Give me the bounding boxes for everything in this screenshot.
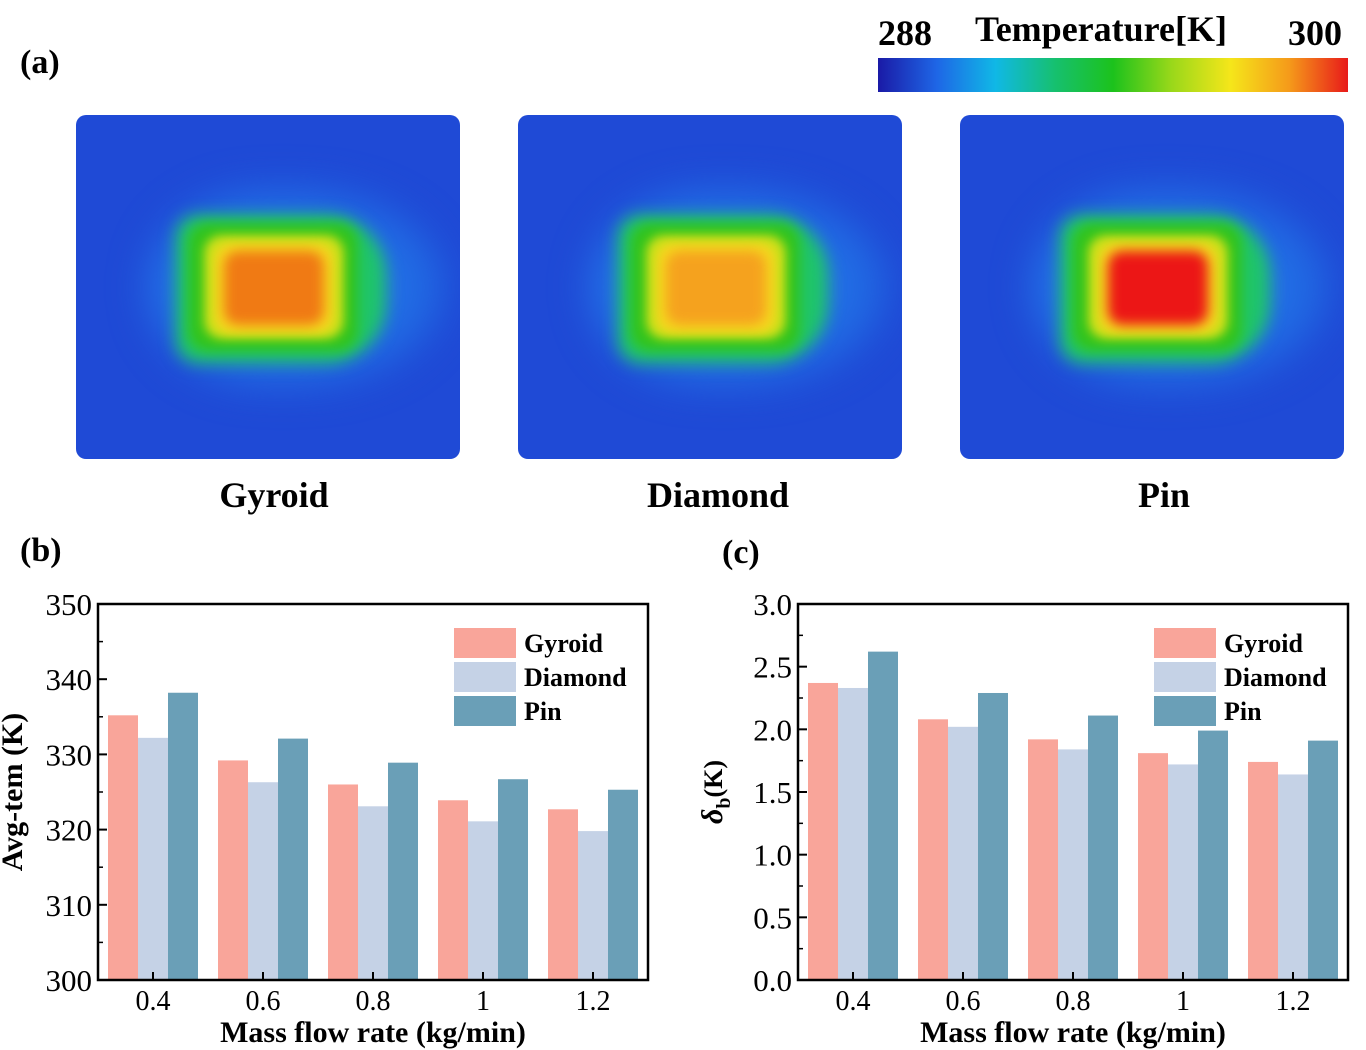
b-bar-gyroid-2: [328, 784, 358, 980]
c-ytick-label-5: 2.5: [753, 650, 792, 685]
c-legend-label-gyroid: Gyroid: [1224, 629, 1304, 658]
caption-gyroid: Gyroid: [219, 475, 329, 515]
chart-avg-temperature: 300 310 320 330 340 350 0.4 0.6 0.8 1 1.2 Mass flow…: [0, 587, 650, 1049]
b-bar-gyroid-3: [438, 800, 468, 980]
c-legend-swatch-gyroid: [1154, 628, 1216, 658]
b-ylabel: Avg-tem (K): [0, 713, 29, 872]
b-ytick-label-0: 300: [46, 963, 93, 998]
c-bar-gyroid-4: [1248, 761, 1278, 980]
c-bar-diamond-1: [948, 726, 978, 980]
b-xtick-label-1: 0.6: [246, 986, 281, 1017]
b-bar-diamond-2: [358, 806, 388, 980]
c-bar-gyroid-3: [1138, 753, 1168, 980]
b-bar-gyroid-0: [108, 715, 138, 980]
b-legend-label-pin: Pin: [524, 697, 562, 726]
c-ytick-label-1: 0.5: [753, 900, 792, 935]
b-xtick-label-0: 0.4: [136, 986, 171, 1017]
c-xlabel: Mass flow rate (kg/min): [920, 1016, 1226, 1049]
b-ytick-label-1: 310: [46, 888, 93, 923]
colorbar-title: Temperature[K]: [975, 9, 1227, 49]
caption-pin: Pin: [1137, 475, 1190, 515]
b-xlabel: Mass flow rate (kg/min): [220, 1016, 526, 1049]
heatmap-layer-5: [224, 251, 324, 325]
caption-diamond: Diamond: [646, 475, 790, 515]
c-legend-label-diamond: Diamond: [1224, 663, 1327, 692]
b-bar-diamond-4: [578, 831, 608, 980]
b-xtick-label-2: 0.8: [356, 986, 391, 1017]
c-ytick-label-3: 1.5: [753, 775, 792, 810]
colorbar-max-label: 300: [1288, 13, 1342, 53]
c-ylabel-main: δ: [700, 809, 729, 824]
panel-a-label: (a): [20, 44, 60, 81]
c-bar-diamond-2: [1058, 749, 1088, 980]
c-bar-pin-0: [868, 651, 898, 980]
b-ytick-label-4: 340: [46, 662, 93, 697]
c-ytick-label-6: 3.0: [753, 587, 792, 622]
b-ytick-label-5: 350: [46, 587, 93, 622]
heatmap-pin: [960, 115, 1344, 459]
b-bar-gyroid-4: [548, 809, 578, 980]
c-xtick-label-4: 1.2: [1276, 986, 1311, 1017]
c-bar-diamond-4: [1278, 774, 1308, 980]
heatmap-gyroid: [76, 115, 460, 459]
b-legend-swatch-gyroid: [454, 628, 516, 658]
b-bar-pin-4: [608, 789, 638, 980]
b-legend-label-diamond: Diamond: [524, 663, 627, 692]
c-bar-gyroid-0: [808, 682, 838, 980]
c-ylabel-unit: (K): [700, 760, 728, 798]
panel-c-label: (c): [722, 534, 760, 571]
b-legend-label-gyroid: Gyroid: [524, 629, 604, 658]
c-xtick-label-2: 0.8: [1056, 986, 1091, 1017]
c-ytick-label-2: 1.0: [753, 838, 792, 873]
c-xtick-label-1: 0.6: [946, 986, 981, 1017]
heatmap-layer-5: [1108, 251, 1208, 325]
c-bar-pin-1: [978, 692, 1008, 980]
b-ytick-label-3: 330: [46, 737, 93, 772]
c-xtick-label-0: 0.4: [836, 986, 871, 1017]
c-xtick-label-3: 1: [1176, 986, 1190, 1017]
c-bar-gyroid-1: [918, 719, 948, 980]
b-bar-diamond-3: [468, 821, 498, 980]
b-bar-pin-3: [498, 779, 528, 980]
b-xtick-label-3: 1: [476, 986, 490, 1017]
b-bar-gyroid-1: [218, 760, 248, 980]
c-bar-pin-2: [1088, 715, 1118, 980]
b-bar-diamond-1: [248, 782, 278, 980]
b-ytick-label-2: 320: [46, 813, 93, 848]
b-bar-pin-1: [278, 738, 308, 980]
c-bar-gyroid-2: [1028, 739, 1058, 980]
b-bar-diamond-0: [138, 737, 168, 980]
b-legend-swatch-diamond: [454, 662, 516, 692]
c-bar-diamond-0: [838, 687, 868, 980]
c-legend-label-pin: Pin: [1224, 697, 1262, 726]
chart-temperature-difference: 0.0 0.5 1.0 1.5 2.0 2.5 3.0 0.4 0.6 0.8 1 1.2 Mass f…: [700, 587, 1350, 1049]
temperature-colorbar: [878, 58, 1348, 92]
heatmap-diamond: [518, 115, 902, 459]
b-legend-swatch-pin: [454, 696, 516, 726]
b-xtick-label-4: 1.2: [576, 986, 611, 1017]
colorbar-min-label: 288: [878, 13, 932, 53]
c-bar-pin-4: [1308, 740, 1338, 980]
c-legend-swatch-pin: [1154, 696, 1216, 726]
b-bar-pin-0: [168, 692, 198, 980]
c-legend-swatch-diamond: [1154, 662, 1216, 692]
c-ytick-label-0: 0.0: [753, 963, 792, 998]
heatmap-layer-5: [666, 251, 766, 325]
panel-b-label: (b): [20, 532, 62, 569]
b-bar-pin-2: [388, 762, 418, 980]
c-ytick-label-4: 2.0: [753, 712, 792, 747]
c-bar-pin-3: [1198, 730, 1228, 980]
c-ylabel: δb(K): [700, 760, 735, 824]
c-bar-diamond-3: [1168, 764, 1198, 980]
c-ylabel-sub: b: [713, 798, 735, 809]
